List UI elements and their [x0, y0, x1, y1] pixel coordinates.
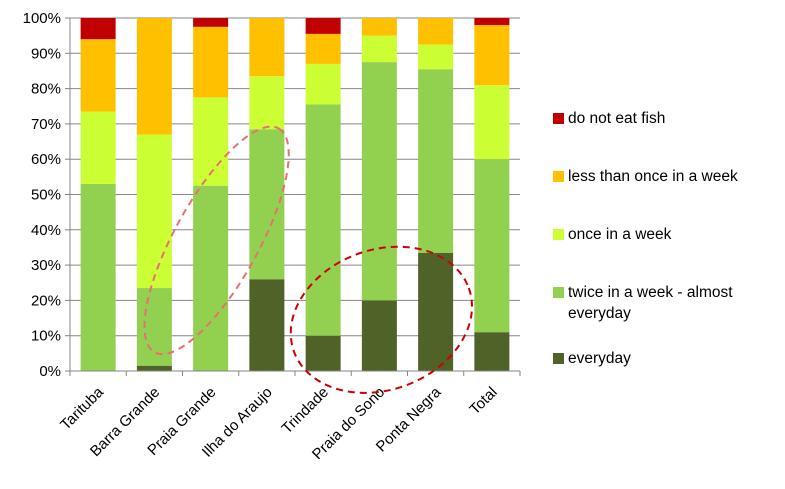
legend-swatch [553, 353, 564, 364]
legend-swatch [553, 171, 564, 182]
bar-segment-twice-in-a-week-almost-everyday [305, 104, 341, 336]
bar-segment-everyday [305, 335, 341, 371]
legend-item-less-than-once: less than once in a week [553, 166, 778, 187]
y-tick-label: 40% [31, 222, 61, 239]
legend-label: everyday [568, 350, 631, 367]
y-axis-ticks: 0% 10% 20% 30% 40% 50% 60% 70% 80% 90% 100% [23, 10, 70, 380]
bar-segment-less-than-once-in-a-week [418, 18, 454, 45]
legend-item-once-in-a-week: once in a week [553, 224, 778, 245]
legend-item-everyday: everyday [553, 348, 778, 369]
bar-segment-everyday [418, 252, 454, 371]
y-tick-label: 50% [31, 187, 61, 204]
bar-segment-twice-in-a-week-almost-everyday [80, 183, 116, 371]
axes [69, 18, 521, 376]
y-tick-label: 80% [31, 81, 61, 98]
legend-label: do not eat fish [568, 110, 666, 127]
dashed-ellipse-annotation [143, 125, 290, 356]
legend-swatch [553, 113, 564, 124]
bars [80, 18, 510, 371]
bar-segment-once-in-a-week [418, 44, 454, 70]
legend-label: less than once in a week [568, 168, 738, 185]
bar-segment-twice-in-a-week-almost-everyday [193, 185, 229, 371]
dashed-ellipse-annotation [289, 245, 473, 394]
legend-label: twice in a week - almost everyday [568, 284, 733, 322]
bar-segment-once-in-a-week [474, 85, 510, 160]
y-tick-label: 30% [31, 257, 61, 274]
bar-segment-do-not-eat-fish [80, 18, 116, 40]
bar-segment-once-in-a-week [249, 76, 285, 130]
bar-segment-once-in-a-week [193, 97, 229, 186]
legend-item-twice-in-a-week: twice in a week - almost everyday [553, 282, 778, 324]
legend-item-do-not-eat-fish: do not eat fish [553, 108, 778, 129]
y-tick-label: 0% [39, 363, 61, 380]
bar-segment-less-than-once-in-a-week [474, 25, 510, 86]
bar-segment-less-than-once-in-a-week [80, 39, 116, 112]
bar-segment-twice-in-a-week-almost-everyday [136, 288, 172, 366]
y-tick-label: 20% [31, 292, 61, 309]
bar-segment-everyday [249, 279, 285, 371]
y-tick-label: 60% [31, 151, 61, 168]
bar-segment-twice-in-a-week-almost-everyday [418, 69, 454, 253]
bar-segment-do-not-eat-fish [305, 18, 341, 34]
legend-swatch [553, 229, 564, 240]
bar-segment-everyday [136, 365, 172, 371]
bar-segment-twice-in-a-week-almost-everyday [474, 159, 510, 333]
legend-label: once in a week [568, 226, 672, 243]
bar-segment-twice-in-a-week-almost-everyday [361, 62, 397, 301]
bar-segment-everyday [361, 300, 397, 371]
bar-segment-less-than-once-in-a-week [305, 33, 341, 64]
x-tick-label: Trindade [278, 384, 331, 437]
bar-segment-twice-in-a-week-almost-everyday [249, 129, 285, 280]
bar-segment-do-not-eat-fish [474, 18, 510, 26]
bar-segment-less-than-once-in-a-week [361, 18, 397, 36]
legend-swatch [553, 287, 564, 298]
y-tick-label: 70% [31, 116, 61, 133]
bar-segment-once-in-a-week [305, 63, 341, 105]
bar-segment-everyday [474, 332, 510, 371]
x-tick-label: Total [466, 384, 500, 418]
y-tick-label: 90% [31, 45, 61, 62]
bar-segment-less-than-once-in-a-week [249, 18, 285, 77]
bar-segment-less-than-once-in-a-week [193, 26, 229, 98]
bar-segment-once-in-a-week [136, 134, 172, 289]
bar-segment-once-in-a-week [80, 111, 116, 184]
bar-segment-do-not-eat-fish [193, 18, 229, 27]
annotations [143, 125, 473, 394]
y-tick-label: 10% [31, 328, 61, 345]
bar-segment-once-in-a-week [361, 35, 397, 63]
bar-segment-less-than-once-in-a-week [136, 18, 172, 135]
y-tick-label: 100% [23, 10, 61, 27]
x-tick-label: Tarituba [57, 383, 107, 433]
